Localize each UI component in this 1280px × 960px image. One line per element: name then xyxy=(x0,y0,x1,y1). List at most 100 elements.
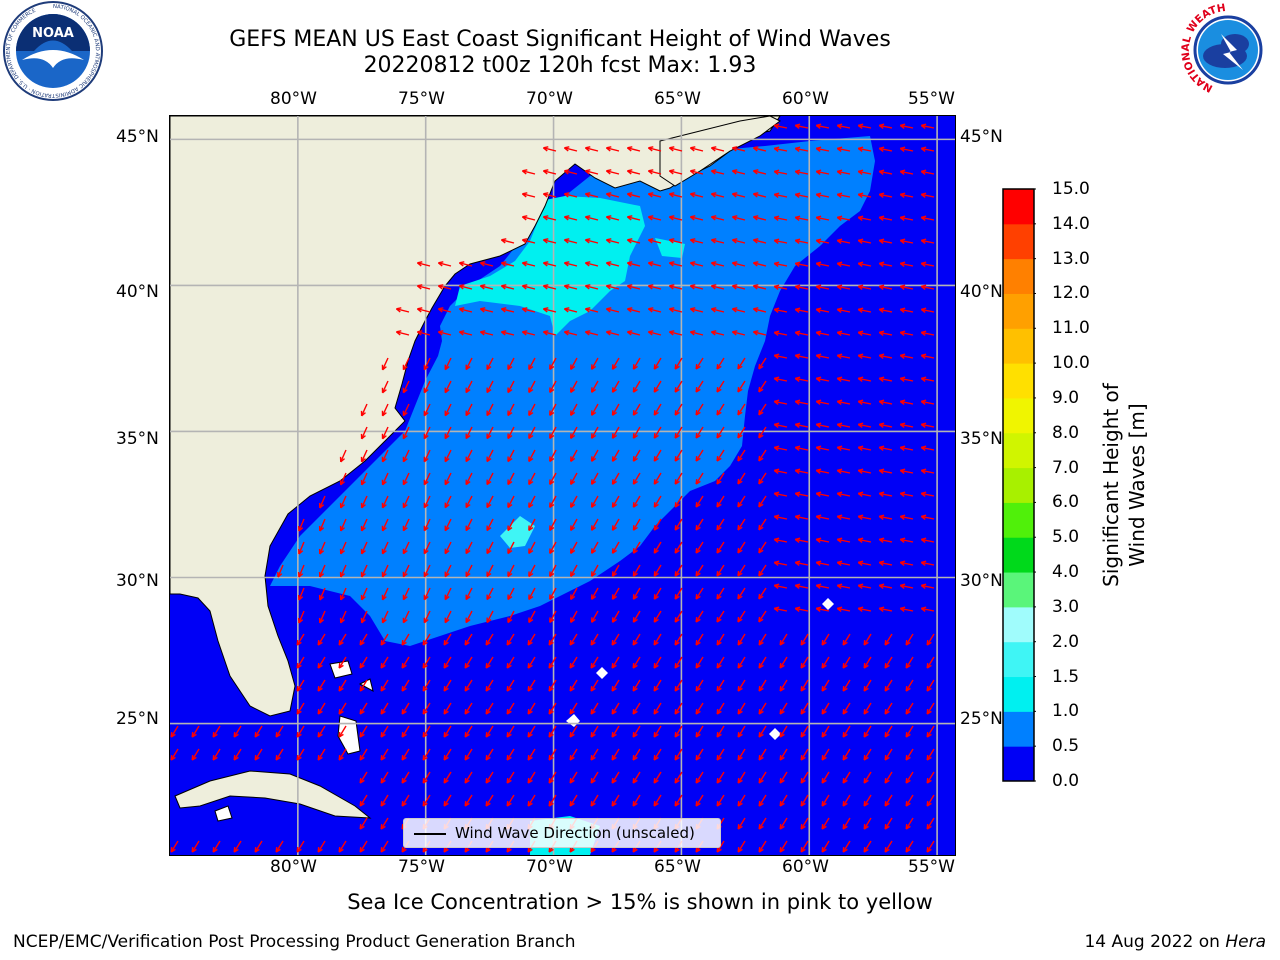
wave-direction-arrow xyxy=(821,633,830,646)
wave-direction-arrowhead xyxy=(695,502,698,508)
wave-direction-arrowhead xyxy=(522,238,528,241)
wave-direction-arrow xyxy=(444,587,452,600)
wave-direction-arrow xyxy=(669,193,683,198)
wave-direction-arrow xyxy=(632,472,641,485)
wave-direction-arrow xyxy=(674,725,683,738)
wave-direction-arrowhead xyxy=(753,307,759,310)
wave-direction-arrowhead xyxy=(438,330,444,333)
wave-direction-arrow xyxy=(417,262,431,267)
wave-direction-arrow xyxy=(863,771,872,784)
wave-direction-arrowhead xyxy=(795,399,801,403)
wave-direction-arrow xyxy=(381,495,389,509)
wave-direction-arrowhead xyxy=(795,215,801,219)
wave-direction-arrowhead xyxy=(543,215,549,218)
wave-direction-arrow xyxy=(821,725,830,738)
colorbar-swatch xyxy=(1003,572,1034,608)
wave-direction-arrow xyxy=(585,170,599,175)
wave-direction-arrowhead xyxy=(816,583,822,587)
wave-direction-arrowhead xyxy=(522,330,528,333)
wave-direction-arrowhead xyxy=(758,409,761,415)
wave-direction-arrow xyxy=(591,495,599,508)
wave-direction-arrowhead xyxy=(711,169,717,172)
wave-direction-arrow xyxy=(486,587,494,600)
wave-direction-arrowhead xyxy=(753,146,759,149)
wave-direction-arrowhead xyxy=(627,261,633,264)
wave-direction-arrowhead xyxy=(737,547,740,554)
wave-direction-arrowhead xyxy=(921,238,927,242)
wave-direction-arrow xyxy=(191,840,200,853)
wave-direction-arrow xyxy=(585,262,599,267)
wave-direction-arrowhead xyxy=(858,376,864,380)
colorbar-swatch xyxy=(1003,746,1034,782)
wave-direction-arrowhead xyxy=(774,307,780,311)
wave-direction-arrow xyxy=(716,725,725,738)
wave-direction-arrow xyxy=(380,748,389,761)
wave-direction-arrow xyxy=(528,426,536,439)
wave-direction-arrow xyxy=(653,610,662,623)
wave-height-map[interactable] xyxy=(169,115,956,856)
wave-direction-arrowhead xyxy=(921,560,927,564)
wave-direction-arrow xyxy=(423,495,431,509)
wave-direction-arrow xyxy=(858,193,872,198)
wave-direction-arrow xyxy=(380,794,389,807)
wave-direction-arrow xyxy=(779,771,788,784)
wave-direction-arrowhead xyxy=(695,387,698,393)
wave-direction-arrow xyxy=(548,633,557,646)
wave-direction-arrow xyxy=(527,702,536,715)
wave-direction-arrow xyxy=(170,748,179,761)
wave-direction-arrowhead xyxy=(438,261,444,264)
wave-direction-arrow xyxy=(905,840,914,853)
wave-direction-arrow xyxy=(485,679,494,692)
wave-direction-arrowhead xyxy=(816,169,822,173)
wave-direction-arrow xyxy=(464,633,473,646)
wave-direction-arrowhead xyxy=(564,330,570,333)
wave-direction-arrow xyxy=(695,426,704,439)
wave-direction-arrow xyxy=(632,794,641,807)
wave-direction-arrow xyxy=(879,538,893,543)
wave-direction-arrow xyxy=(486,518,494,531)
wave-direction-arrowhead xyxy=(716,570,719,577)
wave-direction-arrow xyxy=(486,380,494,393)
colorbar-swatch xyxy=(1003,537,1034,573)
wave-direction-arrow xyxy=(905,748,914,761)
wave-direction-arrowhead xyxy=(522,192,528,195)
wave-direction-arrow xyxy=(695,610,704,623)
wave-direction-arrowhead xyxy=(695,456,698,462)
wave-direction-arrow xyxy=(465,564,473,577)
wave-direction-arrowhead xyxy=(459,261,465,264)
wave-direction-arrow xyxy=(444,403,452,416)
wave-direction-arrow xyxy=(611,449,620,462)
wave-direction-arrow xyxy=(549,449,557,462)
wave-direction-arrow xyxy=(360,518,368,532)
wave-direction-arrowhead xyxy=(858,606,864,610)
wave-direction-arrow xyxy=(732,147,746,152)
wave-direction-arrow xyxy=(528,518,536,531)
wave-direction-arrow xyxy=(711,239,725,244)
legend-line-swatch xyxy=(414,833,446,835)
wave-direction-arrow xyxy=(543,193,557,198)
wave-direction-arrow xyxy=(507,357,515,370)
wave-direction-arrow xyxy=(816,216,830,221)
wave-direction-arrow xyxy=(926,633,935,646)
wave-direction-arrow xyxy=(611,748,620,761)
wave-direction-arrowhead xyxy=(627,192,633,195)
wave-direction-arrowhead xyxy=(900,422,906,426)
wave-direction-arrow xyxy=(816,354,830,359)
wave-direction-arrowhead xyxy=(585,307,591,310)
wave-direction-arrow xyxy=(795,147,809,152)
wave-direction-arrow xyxy=(648,216,662,221)
wave-direction-arrow xyxy=(774,285,788,290)
wave-direction-arrow xyxy=(591,380,599,393)
wave-direction-arrowhead xyxy=(879,514,885,518)
wave-direction-arrow xyxy=(716,564,725,577)
wave-direction-arrow xyxy=(549,518,557,531)
wave-direction-arrow xyxy=(795,561,809,566)
wave-direction-arrow xyxy=(627,262,641,267)
wave-direction-arrowhead xyxy=(837,192,843,196)
wave-direction-arrow xyxy=(921,607,935,612)
wave-direction-arrow xyxy=(486,403,494,416)
wave-direction-arrow xyxy=(695,564,704,577)
wave-direction-arrow xyxy=(548,679,557,692)
wave-direction-arrowhead xyxy=(795,123,801,127)
wave-direction-arrow xyxy=(900,170,914,175)
